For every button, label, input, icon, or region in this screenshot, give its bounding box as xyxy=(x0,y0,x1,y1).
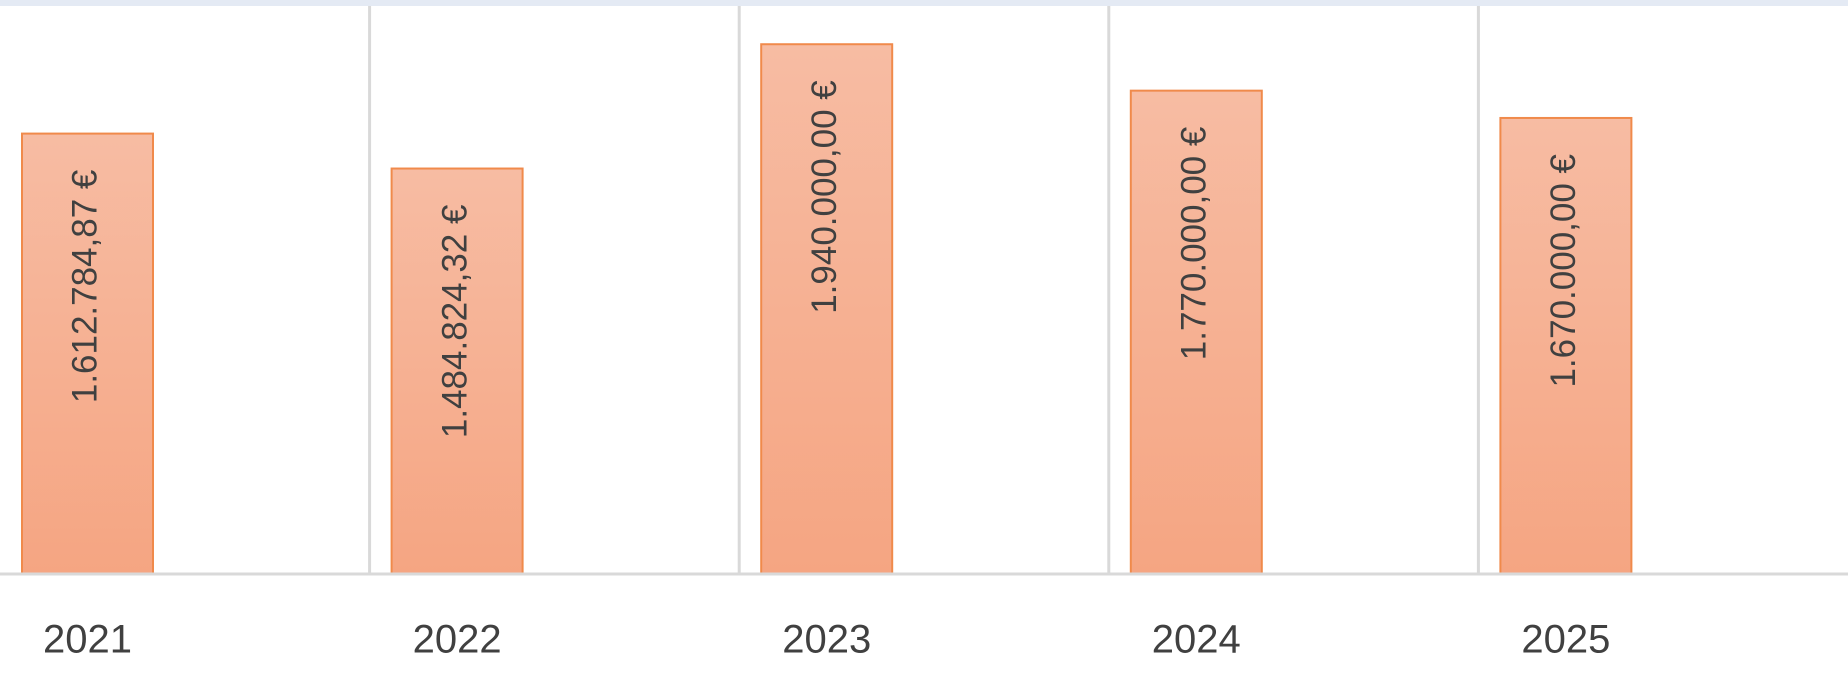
bars: 1.612.784,87 € 1.484.824,32 € 1.940.000,00… xyxy=(21,43,1633,576)
bar xyxy=(760,43,894,575)
x-tick-label: 2021 xyxy=(43,618,132,662)
x-tick-label: 2023 xyxy=(782,618,871,662)
x-tick-label: 2024 xyxy=(1152,618,1241,662)
data-label: 1.670.000,00 € xyxy=(1544,154,1583,388)
x-tick-label: 2025 xyxy=(1521,618,1610,662)
data-label: 1.484.824,32 € xyxy=(435,205,474,439)
separators xyxy=(368,6,1480,574)
top-border xyxy=(0,0,1848,6)
bar xyxy=(1129,89,1263,576)
data-label: 1.770.000,00 € xyxy=(1175,127,1214,361)
bar xyxy=(21,132,154,575)
bar xyxy=(1499,116,1633,575)
data-label: 1.940.000,00 € xyxy=(805,80,844,314)
x-tick-label: 2022 xyxy=(413,618,502,662)
data-label: 1.612.784,87 € xyxy=(66,170,105,404)
